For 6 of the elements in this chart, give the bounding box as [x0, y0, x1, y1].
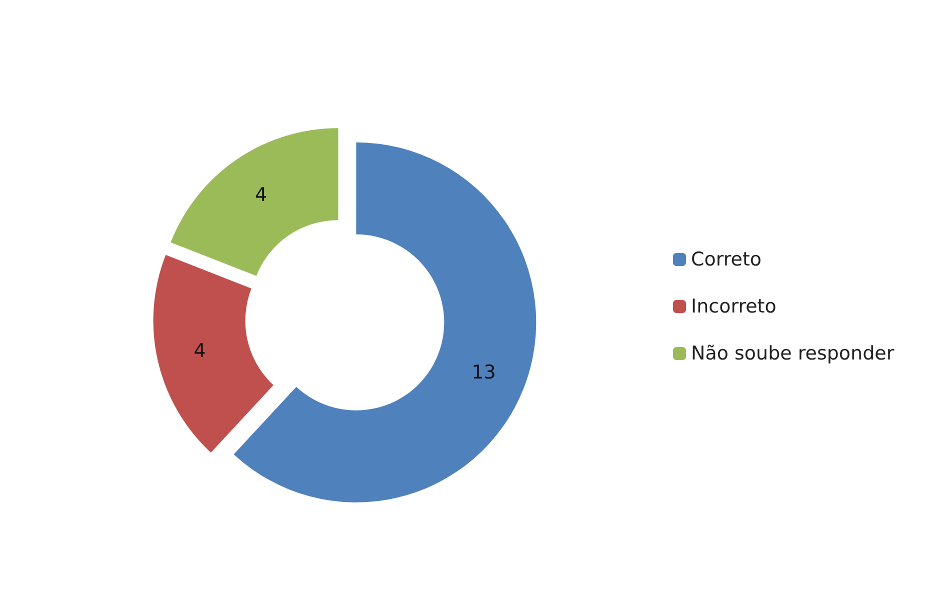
legend-label: Não soube responder [691, 342, 894, 364]
legend-label: Incorreto [691, 296, 776, 318]
legend-label: Correto [691, 248, 762, 270]
data-label: 4 [194, 340, 206, 362]
data-label: 13 [472, 361, 496, 384]
data-label: 4 [255, 184, 268, 206]
